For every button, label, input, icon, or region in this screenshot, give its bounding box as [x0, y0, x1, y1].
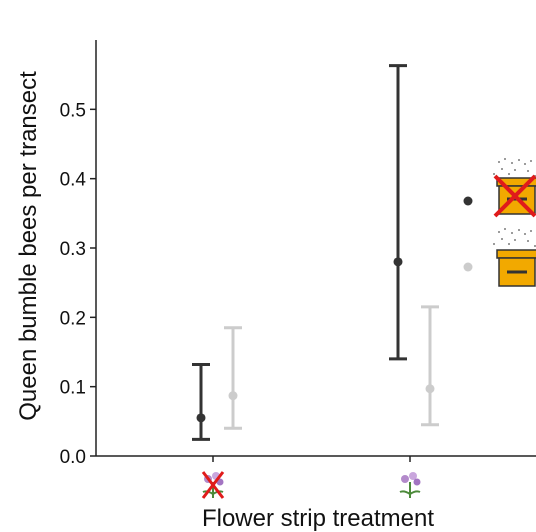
- y-ticks: 0.0 0.1 0.2 0.3 0.4 0.5: [60, 100, 96, 468]
- y-tick-label: 0.2: [60, 308, 86, 329]
- y-tick-label: 0.0: [60, 447, 86, 468]
- y-tick-label: 0.3: [60, 239, 86, 260]
- y-tick-label: 0.5: [60, 100, 86, 121]
- y-tick-label: 0.1: [60, 378, 86, 399]
- legend-dot-light: [463, 262, 473, 272]
- hive-icon: [493, 228, 536, 287]
- legend-dot-dark: [463, 196, 473, 206]
- mean-point: [393, 257, 403, 267]
- legend: [463, 158, 536, 287]
- mean-point: [196, 413, 206, 423]
- mean-point: [425, 384, 435, 394]
- y-axis-title: Queen bumble bees per transect: [15, 71, 42, 421]
- y-tick-label: 0.4: [60, 170, 87, 191]
- no-flower-strip-icon: [201, 471, 225, 499]
- x-ticks: [212, 456, 411, 462]
- hive-crossed-icon: [493, 158, 536, 218]
- flower-strip-icon: [399, 472, 421, 498]
- error-bars: [192, 64, 439, 441]
- mean-point: [228, 391, 238, 401]
- x-axis-title: Flower strip treatment: [202, 505, 434, 532]
